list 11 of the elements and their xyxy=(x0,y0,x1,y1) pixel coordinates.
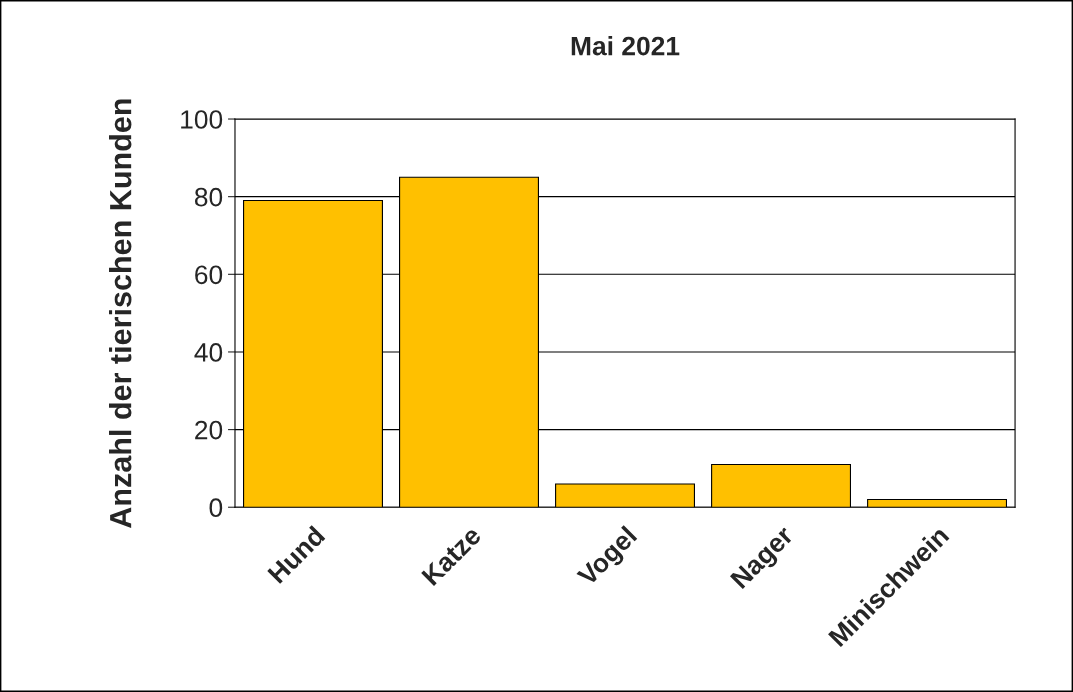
bar xyxy=(867,498,1008,508)
y-tick-label: 20 xyxy=(195,420,223,440)
y-tick-label: 100 xyxy=(181,110,223,129)
y-tick-label: 40 xyxy=(194,343,223,362)
bar xyxy=(555,483,696,508)
bar xyxy=(711,463,852,508)
y-axis-title: Anzahl der tierischen Kunden xyxy=(109,99,132,528)
y-tick-label: 60 xyxy=(195,265,223,285)
chart-title: Mai 2021 xyxy=(571,36,680,56)
y-tick-label: 0 xyxy=(209,498,223,518)
y-tick-label: 80 xyxy=(194,187,223,207)
